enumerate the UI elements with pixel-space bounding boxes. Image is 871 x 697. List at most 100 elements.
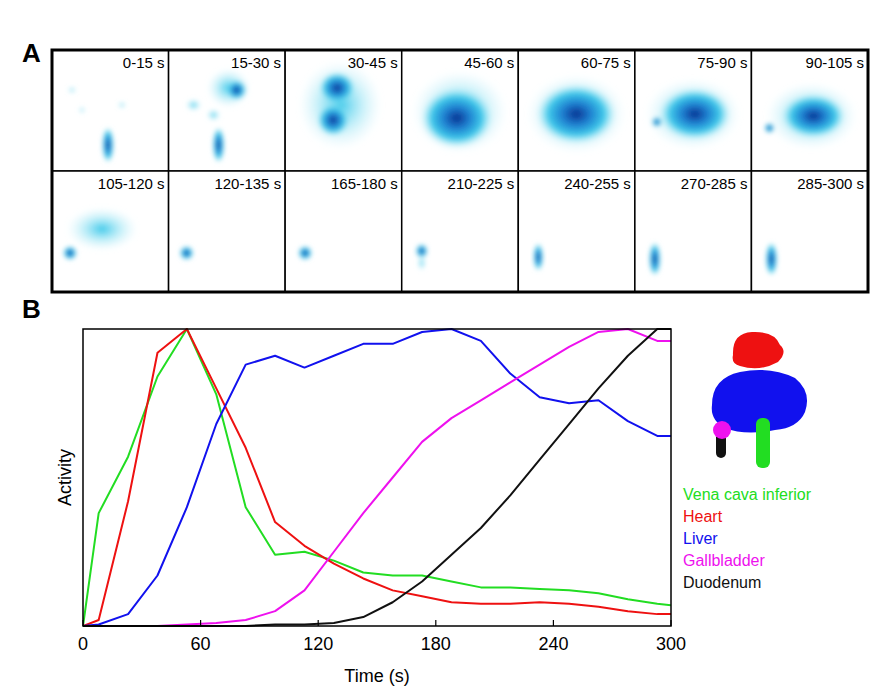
frame: 240-255 s [518,171,635,292]
uptake-blob [649,242,661,276]
frame-label: 105-120 s [98,175,165,192]
frame-label: 15-30 s [231,54,281,71]
frame-label: 285-300 s [797,175,864,192]
uptake-blob [227,80,247,100]
uptake-blob [180,246,194,260]
x-tick [435,620,436,626]
series-line [83,329,671,626]
x-tick-label: 240 [538,634,568,654]
x-tick-label: 0 [78,634,88,654]
frame-label: 0-15 s [123,54,165,71]
frame: 0-15 s [52,50,169,171]
scan-image [412,70,508,154]
frame: 15-30 s [169,50,286,171]
uptake-blob [298,246,312,260]
frame-box [751,171,868,292]
panel-label: B [22,294,41,324]
frame-label: 90-105 s [806,54,864,71]
x-tick-label: 180 [421,634,451,654]
lines [83,329,671,626]
scan-image [645,78,741,150]
x-axis-title: Time (s) [344,666,409,686]
scan-image [186,68,251,163]
scan-image [298,246,312,260]
scan-image [180,246,194,260]
uptake-blob [412,70,508,154]
frame: 75-90 s [635,50,752,171]
frame-box [52,171,169,292]
uptake-blob [536,84,616,144]
uptake-blob [213,127,225,163]
frame-label: 240-255 s [564,175,631,192]
x-tick [318,620,319,626]
frame-label: 270-285 s [681,175,748,192]
scan-image [416,244,428,271]
y-axis-title: Activity [55,449,75,506]
uptake-blob [68,87,76,93]
frame-label: 75-90 s [697,54,747,71]
uptake-blob [526,74,626,154]
legend-entry: Gallbladder [683,552,766,569]
uptake-blob [652,117,662,127]
frame-label: 30-45 s [348,54,398,71]
uptake-blob [63,246,77,260]
figure: A0-15 s15-30 s30-45 s45-60 s60-75 s75-90… [0,0,871,697]
frame: 120-135 s [169,171,286,292]
frame-box [402,171,519,292]
scan-image [649,242,661,276]
frame: 210-225 s [402,171,519,292]
uptake-blob [298,60,382,150]
uptake-blob [764,123,774,133]
legend-entry: Vena cava inferior [683,486,812,503]
x-tick-label: 300 [656,634,686,654]
frame-box [518,50,635,171]
x-tick-label: 120 [303,634,333,654]
frame: 45-60 s [402,50,519,171]
series-line [83,329,671,626]
uptake-blob [186,99,202,111]
panel-a-border [52,50,868,292]
uptake-blob [66,207,138,251]
frame: 105-120 s [52,171,169,292]
frame: 165-180 s [285,171,402,292]
uptake-blob [765,82,857,150]
uptake-blob [421,88,493,148]
legend-entry: Duodenum [683,574,761,591]
legend-entry: Heart [683,508,723,525]
scan-image [68,87,126,163]
series-line [83,329,671,626]
uptake-blob [118,102,126,108]
frame: 270-285 s [635,171,752,292]
frame-label: 210-225 s [448,175,515,192]
uptake-blob [102,127,114,163]
frame: 285-300 s [751,171,868,292]
frame: 60-75 s [518,50,635,171]
frame-label: 60-75 s [581,54,631,71]
frame-box [285,50,402,171]
frame-box [402,50,519,171]
series-line [83,329,671,626]
frame: 30-45 s [285,50,402,171]
frame-box [635,50,752,171]
uptake-blob [207,109,221,121]
frame-label: 165-180 s [331,175,398,192]
frame-box [169,50,286,171]
series-line [83,329,671,626]
organ-heart [733,332,784,368]
x-tick [670,620,671,626]
frame-label: 120-135 s [214,175,281,192]
uptake-blob [533,243,543,271]
frame-box [169,171,286,292]
frame-box [635,171,752,292]
frame: 90-105 s [751,50,868,171]
uptake-blob [645,78,741,150]
uptake-blob [319,72,355,104]
frame-box [751,50,868,171]
organ-vena-cava [756,418,770,468]
scan-image [764,82,857,150]
plot-frame [83,329,671,626]
scan-image [63,207,138,260]
scan-image [298,60,382,150]
x-tick-label: 60 [191,634,211,654]
organ-sketch [712,332,807,468]
